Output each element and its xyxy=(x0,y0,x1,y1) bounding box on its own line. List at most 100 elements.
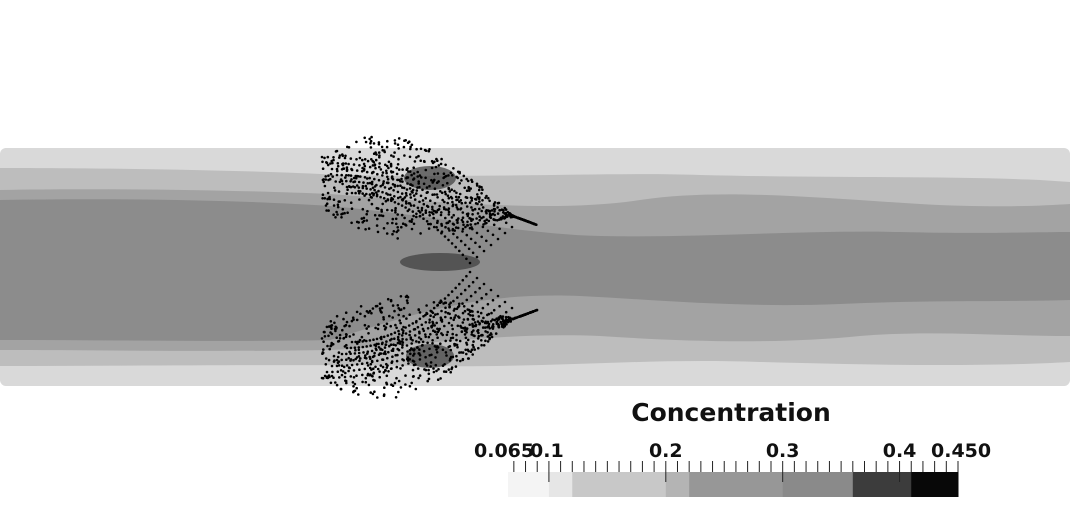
particle xyxy=(329,162,332,165)
colorbar-band xyxy=(782,472,854,497)
particle xyxy=(496,294,500,298)
particle xyxy=(456,324,460,328)
particle xyxy=(458,339,462,343)
particle xyxy=(365,361,369,365)
particle xyxy=(389,299,393,303)
particle xyxy=(483,326,487,329)
particle xyxy=(419,337,423,341)
particle xyxy=(411,375,415,378)
particle xyxy=(495,322,499,326)
particle xyxy=(378,162,381,165)
particle xyxy=(481,334,484,337)
particle xyxy=(448,312,451,316)
particle xyxy=(468,310,472,314)
particle xyxy=(395,222,398,226)
particle xyxy=(442,302,445,305)
particle xyxy=(450,366,454,369)
particle xyxy=(487,219,491,223)
colorbar-tick-label: 0.065 xyxy=(474,440,534,462)
particle xyxy=(521,314,525,317)
particle xyxy=(395,376,398,380)
particle xyxy=(501,315,505,318)
particle xyxy=(349,174,353,177)
particle xyxy=(410,220,413,223)
particle xyxy=(483,219,487,223)
particle xyxy=(424,211,428,214)
particle xyxy=(417,182,421,185)
particle xyxy=(385,322,389,326)
particle xyxy=(395,365,399,369)
particle xyxy=(384,343,388,346)
particle xyxy=(357,340,361,344)
particle xyxy=(337,364,341,367)
particle xyxy=(407,170,410,173)
particle xyxy=(484,196,487,200)
particle xyxy=(458,249,461,253)
particle xyxy=(345,320,349,324)
particle xyxy=(427,149,431,153)
particle xyxy=(409,196,413,199)
particle xyxy=(443,324,446,328)
particle xyxy=(425,220,429,223)
particle xyxy=(325,370,329,374)
particle xyxy=(366,210,369,213)
particle xyxy=(424,321,428,324)
particle xyxy=(409,193,412,196)
particle xyxy=(486,335,490,338)
particle xyxy=(322,340,325,344)
particle xyxy=(475,255,479,259)
particle xyxy=(404,200,408,203)
particle xyxy=(441,348,445,352)
particle xyxy=(454,365,458,368)
particle xyxy=(362,162,366,166)
particle xyxy=(452,223,456,226)
particle xyxy=(440,222,443,226)
particle xyxy=(385,171,388,175)
particle xyxy=(445,221,449,225)
particle xyxy=(438,327,442,331)
particle xyxy=(437,368,440,371)
particle xyxy=(350,168,354,172)
particle xyxy=(455,354,458,358)
particle xyxy=(349,180,352,183)
particle xyxy=(349,185,353,189)
particle xyxy=(449,336,453,340)
particle xyxy=(352,163,356,166)
particle xyxy=(373,351,376,355)
particle xyxy=(446,330,450,334)
particle xyxy=(342,337,345,340)
particle xyxy=(411,184,414,187)
particle xyxy=(408,348,412,352)
particle xyxy=(447,196,451,200)
particle xyxy=(418,331,421,335)
particle xyxy=(432,367,435,370)
particle xyxy=(365,219,369,222)
particle xyxy=(495,317,498,321)
particle xyxy=(368,176,372,180)
particle xyxy=(462,174,466,178)
particle xyxy=(358,198,361,201)
particle xyxy=(331,370,334,374)
particle xyxy=(349,201,353,204)
particle xyxy=(500,325,504,328)
particle xyxy=(335,173,339,177)
particle xyxy=(449,348,453,352)
particle xyxy=(327,209,330,212)
particle xyxy=(381,365,385,369)
particle xyxy=(497,325,500,328)
particle xyxy=(334,180,338,183)
particle xyxy=(345,185,349,189)
particle xyxy=(430,166,434,170)
particle xyxy=(457,217,460,220)
particle xyxy=(336,370,340,374)
particle xyxy=(400,334,404,337)
particle xyxy=(335,383,339,387)
particle xyxy=(460,179,463,182)
particle xyxy=(491,298,495,302)
particle xyxy=(396,226,400,229)
particle xyxy=(444,192,448,196)
particle xyxy=(468,323,472,327)
particle xyxy=(456,236,459,239)
particle xyxy=(447,207,451,210)
particle xyxy=(436,219,439,223)
